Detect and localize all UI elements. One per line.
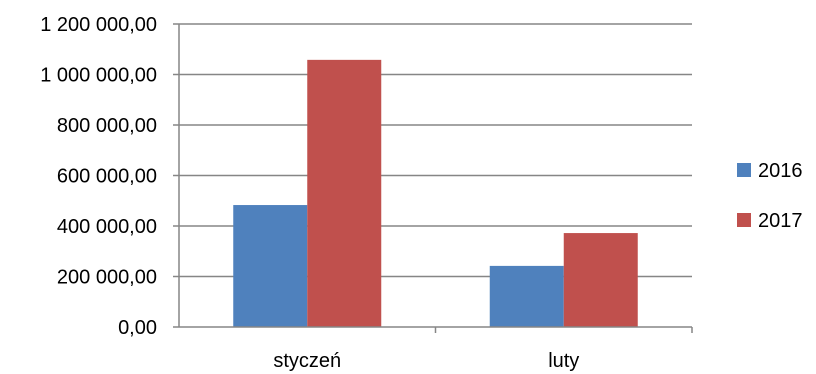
x-tick-label: styczeń	[273, 350, 341, 372]
x-axis-ticks: styczeń luty	[273, 350, 579, 372]
y-tick-label: 1 200 000,00	[40, 14, 157, 36]
y-axis-ticks: 0,00 200 000,00 400 000,00 600 000,00 800 00…	[40, 14, 157, 339]
bars	[233, 59, 638, 327]
x-tick-label: luty	[548, 350, 579, 372]
bar-2017-1	[307, 59, 382, 327]
y-tick-label: 1 000 000,00	[40, 65, 157, 87]
legend-label-2017: 2017	[758, 210, 803, 232]
y-tick-label: 600 000,00	[57, 166, 157, 188]
y-tick-label: 400 000,00	[57, 216, 157, 238]
y-tick-label: 0,00	[118, 317, 157, 339]
y-tick-label: 800 000,00	[57, 115, 157, 137]
axes	[173, 23, 693, 333]
legend-swatch-2016	[737, 163, 751, 177]
legend-swatch-2017	[737, 213, 751, 227]
y-tick-label: 200 000,00	[57, 267, 157, 289]
legend-label-2016: 2016	[758, 160, 803, 182]
legend: 2016 2017	[737, 160, 803, 232]
bar-2016-2	[489, 265, 564, 327]
bar-2017-2	[563, 233, 638, 327]
bar-2016-1	[233, 205, 308, 327]
